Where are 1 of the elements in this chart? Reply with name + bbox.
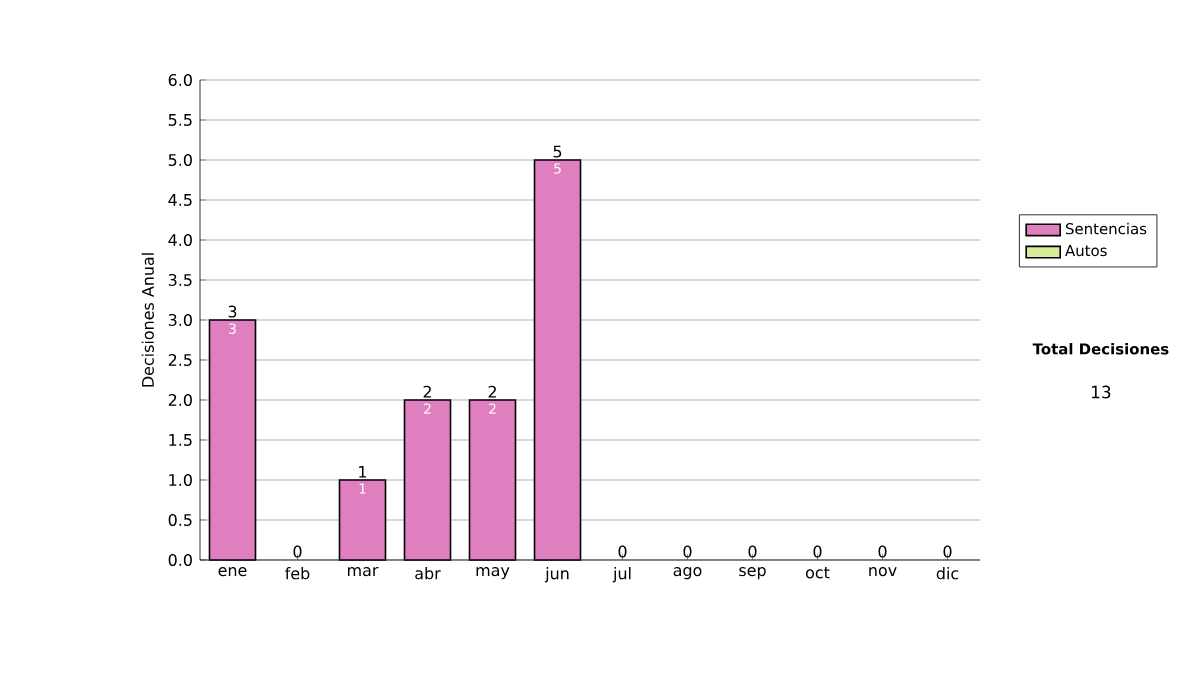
text: 13	[1092, 385, 1111, 399]
